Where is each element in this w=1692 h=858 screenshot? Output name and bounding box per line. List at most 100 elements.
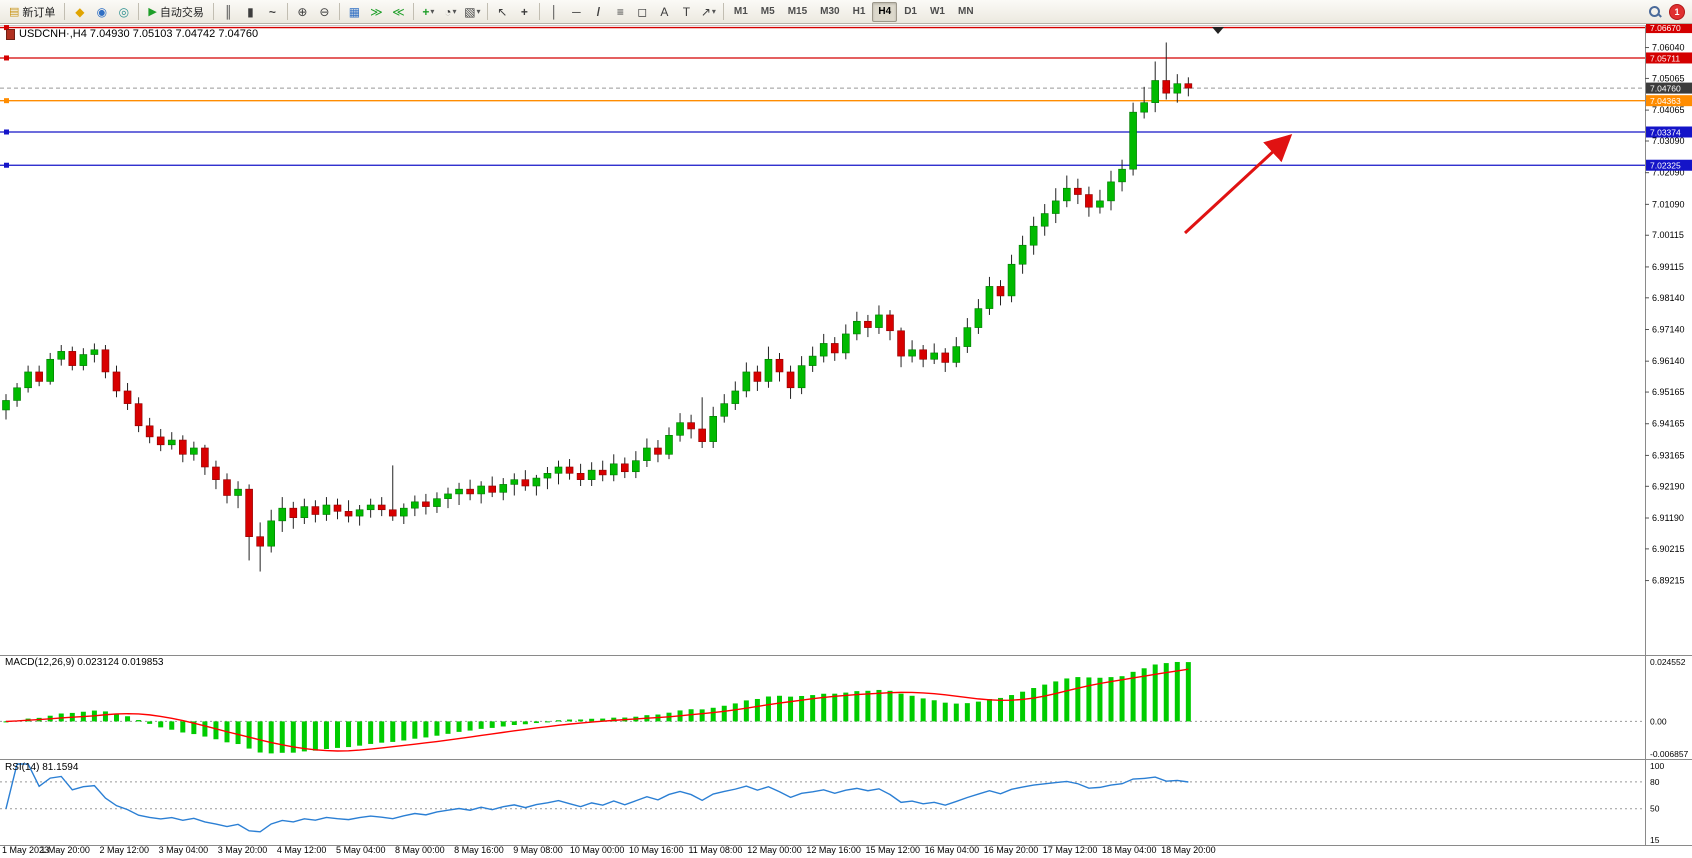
timeframe-button-m30[interactable]: M30 [820, 5, 840, 17]
level-line-handle[interactable] [4, 25, 9, 31]
text-button[interactable]: A [654, 1, 675, 23]
chevron-down-icon: ▾ [711, 7, 716, 16]
candlestick-chart-icon: ▮ [247, 4, 254, 19]
macd-scale-max: 0.024552 [1650, 657, 1686, 667]
bar-chart-button[interactable]: ║ [218, 1, 239, 23]
trendline-button[interactable]: / [588, 1, 609, 23]
timeframe-button-m15[interactable]: M15 [787, 5, 808, 17]
auto-trading-button[interactable]: ▶ 自动交易 [143, 1, 208, 23]
time-tick-label: 2 May 12:00 [99, 845, 149, 855]
signals-icon: ◉ [96, 4, 108, 19]
tile-windows-button[interactable]: ▦ [344, 1, 365, 23]
price-tick-label: 7.06040 [1652, 43, 1685, 53]
rsi-scale-label: 50 [1650, 804, 1660, 814]
level-line-handle[interactable] [4, 162, 9, 168]
time-tick-label: 12 May 16:00 [806, 845, 861, 855]
time-tick-label: 10 May 16:00 [629, 845, 684, 855]
arrows-tool-button[interactable]: ↗ ▾ [698, 1, 719, 23]
trend-arrow-annotation[interactable] [1183, 133, 1293, 235]
indicators-icon: + [422, 4, 430, 19]
toolbar-separator [486, 3, 488, 20]
level-price-label: 7.05711 [1650, 53, 1680, 63]
chart-shift-marker[interactable] [1212, 27, 1224, 34]
time-tick-label: 3 May 04:00 [159, 845, 209, 855]
toolbar-separator [722, 3, 724, 20]
toolbar-separator [412, 3, 414, 20]
toolbar-separator [338, 3, 340, 20]
rsi-scale-label: 15 [1650, 835, 1660, 845]
zoom-in-button[interactable]: ⊕ [292, 1, 313, 23]
indicators-button[interactable]: + ▾ [418, 1, 439, 23]
timeframe-group: M1 M5 M15 M30 H1 H4 D1 W1 MN [728, 1, 980, 22]
toolbar-separator [64, 3, 66, 20]
timeframe-button-m5[interactable]: M5 [760, 5, 775, 17]
timeframe-button-w1[interactable]: W1 [929, 5, 945, 17]
periods-button[interactable]: ◔ ▾ [440, 1, 461, 23]
time-tick-label: 15 May 12:00 [865, 845, 920, 855]
time-tick-label: 18 May 04:00 [1102, 845, 1157, 855]
time-tick-label: 8 May 16:00 [454, 845, 504, 855]
time-tick-label: 4 May 12:00 [277, 845, 327, 855]
cursor-icon: ↖ [497, 4, 508, 19]
toolbar-separator [538, 3, 540, 20]
macd-signal-line [5, 668, 1189, 752]
auto-trading-label: 自动交易 [159, 6, 204, 19]
macd-histogram [3, 661, 1191, 754]
text-label-button[interactable]: T [676, 1, 697, 23]
time-tick-label: 1 May 20:00 [40, 845, 90, 855]
time-tick-label: 18 May 20:00 [1161, 845, 1216, 855]
signals-button[interactable]: ◉ [91, 1, 112, 23]
time-tick-label: 9 May 08:00 [513, 845, 563, 855]
price-tick-label: 7.05065 [1652, 73, 1685, 83]
new-order-button[interactable]: ▤ 新订单 [4, 1, 60, 23]
price-tick-label: 6.95165 [1652, 387, 1685, 397]
price-tick-label: 7.04065 [1652, 105, 1685, 115]
level-lines [0, 25, 1645, 168]
templates-button[interactable]: ▧ ▾ [462, 1, 483, 23]
price-axis[interactable]: 7.06040 7.05065 7.04065 7.03090 7.02090 7.010… [1645, 43, 1685, 586]
bid-price-label: 7.04760 [1650, 84, 1681, 94]
timeframe-button-m1[interactable]: M1 [733, 5, 748, 17]
timeframe-button-h4[interactable]: H4 [872, 1, 898, 22]
crosshair-button[interactable]: + [514, 1, 535, 23]
level-price-label: 7.06670 [1650, 23, 1681, 33]
timeframe-button-mn[interactable]: MN [957, 5, 974, 17]
auto-scroll-button[interactable]: ≫ [366, 1, 387, 23]
level-line-handle[interactable] [4, 55, 9, 61]
market-button[interactable]: ◆ [69, 1, 90, 23]
timeframe-button-d1[interactable]: D1 [904, 5, 917, 17]
bar-chart-icon: ║ [224, 4, 233, 19]
level-axis-labels: 7.06670 7.05711 7.04363 7.03374 7.02325 7.047… [1646, 22, 1692, 171]
timeframe-button-h1[interactable]: H1 [852, 5, 866, 17]
tile-windows-icon: ▦ [348, 4, 361, 19]
notification-badge[interactable]: 1 [1669, 3, 1685, 20]
price-tick-label: 7.03090 [1652, 136, 1685, 146]
price-tick-label: 7.00115 [1652, 230, 1684, 240]
text-label-icon: T [682, 4, 691, 19]
vertical-line-button[interactable]: │ [544, 1, 565, 23]
rsi-indicator-label: RSI(14) 81.1594 [5, 762, 79, 773]
price-tick-label: 6.93165 [1652, 450, 1685, 460]
chart-title: USDCNH·,H4 7.04930 7.05103 7.04742 7.047… [6, 28, 258, 40]
price-tick-label: 6.91190 [1652, 513, 1684, 523]
fibonacci-button[interactable]: ≡ [610, 1, 631, 23]
horizontal-line-button[interactable]: ─ [566, 1, 587, 23]
price-tick-label: 7.02090 [1652, 168, 1685, 178]
level-line-handle[interactable] [4, 98, 9, 104]
new-order-label: 新订单 [22, 6, 56, 19]
zoom-out-button[interactable]: ⊖ [314, 1, 335, 23]
line-chart-button[interactable]: ~ [262, 1, 283, 23]
level-price-label: 7.03374 [1650, 128, 1681, 138]
level-line-handle[interactable] [4, 129, 9, 135]
macd-scale-zero: 0.00 [1650, 716, 1667, 726]
search-icon [1648, 5, 1662, 19]
search-button[interactable] [1644, 1, 1665, 23]
cursor-button[interactable]: ↖ [492, 1, 513, 23]
web-community-button[interactable]: ◎ [113, 1, 134, 23]
rsi-scale-label: 100 [1650, 761, 1664, 771]
candlestick-chart-button[interactable]: ▮ [240, 1, 261, 23]
price-tick-label: 6.90215 [1652, 544, 1685, 554]
chart-shift-button[interactable]: ≪ [388, 1, 409, 23]
shapes-button[interactable]: ◻ [632, 1, 653, 23]
